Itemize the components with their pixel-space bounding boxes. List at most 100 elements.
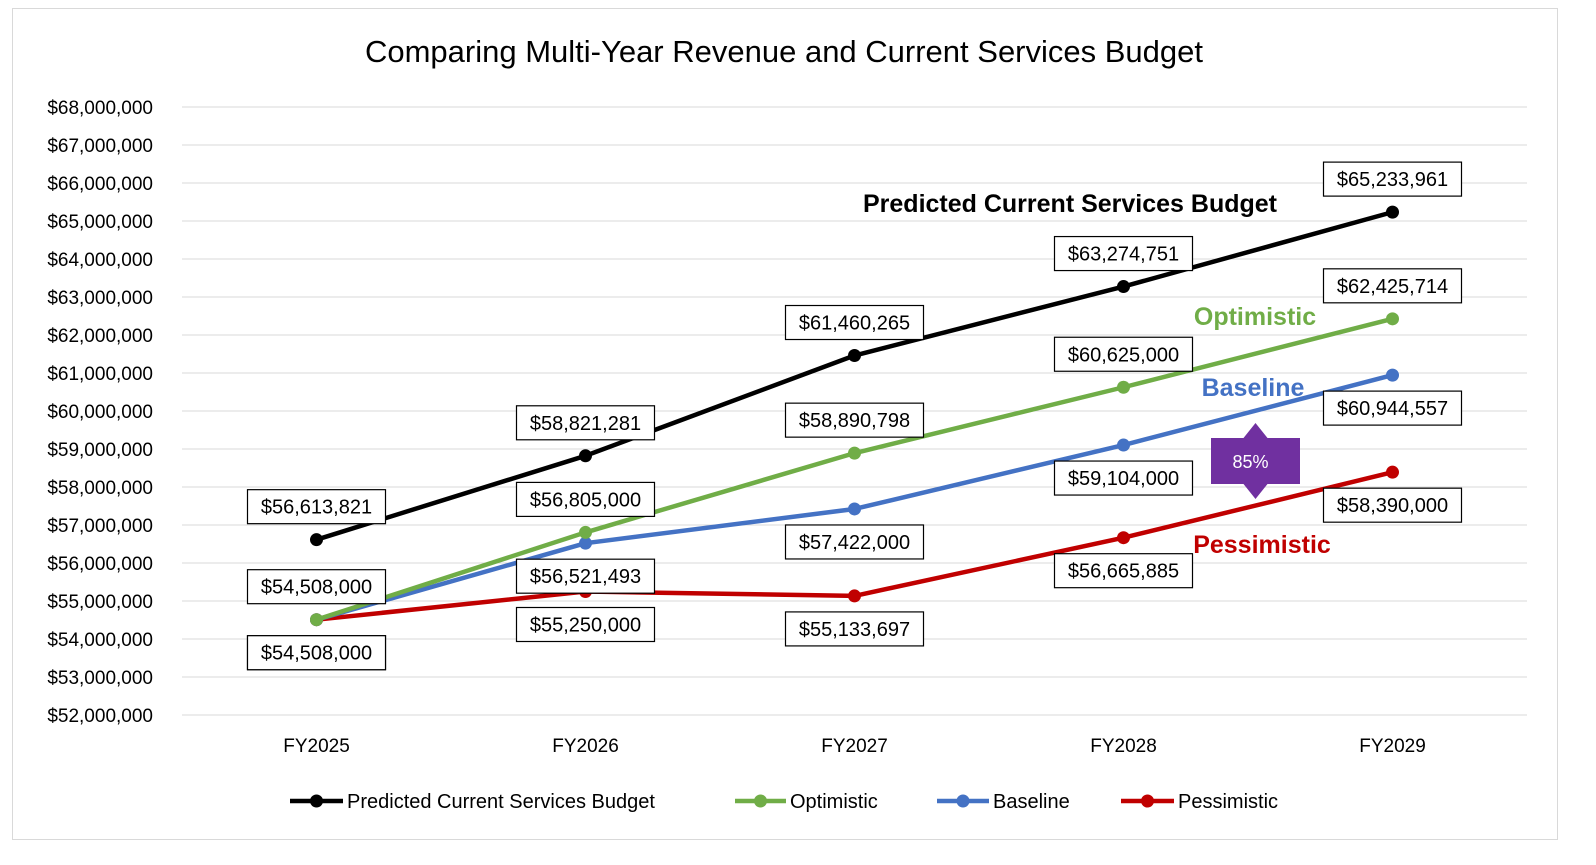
chart-title: Comparing Multi-Year Revenue and Current… <box>365 34 1203 69</box>
data-label-box <box>515 558 656 594</box>
data-point <box>310 613 323 627</box>
data-label-box <box>246 635 387 671</box>
legend-label: Pessimistic <box>1178 791 1278 813</box>
data-label-text: $56,665,885 <box>1068 561 1179 583</box>
data-label: $60,944,557 <box>1322 390 1463 426</box>
data-label-box <box>246 489 387 525</box>
data-label: $58,890,798 <box>784 402 925 438</box>
data-point <box>1117 438 1130 452</box>
data-label-text: $65,233,961 <box>1337 169 1448 191</box>
x-tick-label: FY2027 <box>821 736 888 757</box>
legend-label: Baseline <box>993 791 1070 813</box>
data-label-text: $56,521,493 <box>530 566 641 588</box>
data-label-text: $60,944,557 <box>1337 398 1448 420</box>
data-label-box <box>1322 487 1463 523</box>
legend-label: Optimistic <box>790 791 878 813</box>
data-label-text: $54,508,000 <box>261 577 372 599</box>
data-point <box>579 525 592 539</box>
y-tick-label: $67,000,000 <box>47 136 153 157</box>
series-annotations: Predicted Current Services Budget Optimis… <box>863 190 1331 559</box>
data-label: $63,274,751 <box>1053 235 1194 272</box>
y-tick-label: $63,000,000 <box>47 288 153 309</box>
data-point <box>579 449 592 463</box>
data-point <box>579 536 592 550</box>
data-label-box <box>1322 161 1463 197</box>
data-label: $55,133,697 <box>784 611 925 647</box>
data-point <box>1117 380 1130 394</box>
data-label: $61,460,265 <box>784 304 925 341</box>
legend-item: Baseline <box>937 791 1070 813</box>
series-annotation: Baseline <box>1202 374 1305 402</box>
data-label-text: $58,890,798 <box>799 410 910 432</box>
data-label-box <box>1053 460 1194 496</box>
data-label: $56,805,000 <box>515 481 656 518</box>
data-label-text: $55,250,000 <box>530 615 641 637</box>
data-label: $62,425,714 <box>1322 268 1463 304</box>
data-label-box <box>515 405 656 441</box>
y-tick-label: $58,000,000 <box>47 478 153 499</box>
badge-shape <box>1211 423 1300 499</box>
data-point <box>1386 205 1399 219</box>
data-labels: $56,613,821 $58,821,281 $61,460,265 $63,274… <box>246 161 1463 671</box>
data-point <box>848 349 861 363</box>
y-axis: $52,000,000 $53,000,000 $54,000,000 $55,000… <box>47 98 153 727</box>
data-label: $56,613,821 <box>246 489 387 525</box>
y-tick-label: $68,000,000 <box>47 98 153 119</box>
data-point <box>1117 280 1130 294</box>
data-label-box <box>784 402 925 438</box>
data-label-text: $54,508,000 <box>261 643 372 665</box>
series-annotation: Optimistic <box>1194 303 1316 331</box>
legend-label: Predicted Current Services Budget <box>347 791 655 813</box>
y-tick-label: $56,000,000 <box>47 554 153 575</box>
data-label-box <box>1053 336 1194 372</box>
legend-item: Predicted Current Services Budget <box>290 791 655 813</box>
y-tick-label: $64,000,000 <box>47 250 153 271</box>
data-label-text: $58,821,281 <box>530 413 641 435</box>
data-label-box <box>515 481 656 518</box>
y-tick-label: $66,000,000 <box>47 174 153 195</box>
x-axis: FY2025 FY2026 FY2027 FY2028 FY2029 <box>283 736 1426 757</box>
data-point <box>848 502 861 516</box>
data-point <box>310 533 323 547</box>
data-label-box <box>1322 268 1463 304</box>
y-tick-label: $55,000,000 <box>47 592 153 613</box>
x-tick-label: FY2026 <box>552 736 619 757</box>
legend-marker <box>754 794 767 808</box>
legend: Predicted Current Services Budget Optimis… <box>290 791 1278 813</box>
data-label-box <box>784 611 925 647</box>
y-tick-label: $54,000,000 <box>47 630 153 651</box>
data-label-text: $58,390,000 <box>1337 495 1448 517</box>
data-label-text: $61,460,265 <box>799 313 910 335</box>
data-label: $60,625,000 <box>1053 336 1194 372</box>
y-tick-label: $65,000,000 <box>47 212 153 233</box>
y-tick-label: $59,000,000 <box>47 440 153 461</box>
data-label-text: $60,625,000 <box>1068 344 1179 366</box>
data-label-box <box>784 524 925 560</box>
x-tick-label: FY2028 <box>1090 736 1157 757</box>
data-label-text: $63,274,751 <box>1068 244 1179 266</box>
data-point <box>1386 465 1399 479</box>
data-label-text: $56,805,000 <box>530 489 641 511</box>
data-label: $57,422,000 <box>784 524 925 560</box>
legend-marker <box>1141 794 1154 808</box>
series-layer <box>310 205 1399 627</box>
data-point <box>1386 312 1399 326</box>
legend-marker <box>310 794 323 808</box>
data-label-text: $62,425,714 <box>1337 276 1448 298</box>
data-label-box <box>1053 553 1194 589</box>
data-label: $55,250,000 <box>515 606 656 643</box>
data-label-box <box>1053 235 1194 272</box>
y-tick-label: $60,000,000 <box>47 402 153 423</box>
y-tick-label: $62,000,000 <box>47 326 153 347</box>
data-label-text: $59,104,000 <box>1068 468 1179 490</box>
data-label-box <box>784 304 925 341</box>
data-point <box>848 589 861 603</box>
legend-marker <box>956 794 970 808</box>
data-label: $59,104,000 <box>1053 460 1194 496</box>
data-label-box <box>515 606 656 643</box>
data-point <box>1386 368 1399 382</box>
data-label: $56,521,493 <box>515 558 656 594</box>
y-tick-label: $52,000,000 <box>47 706 153 727</box>
data-label-text: $55,133,697 <box>799 619 910 641</box>
